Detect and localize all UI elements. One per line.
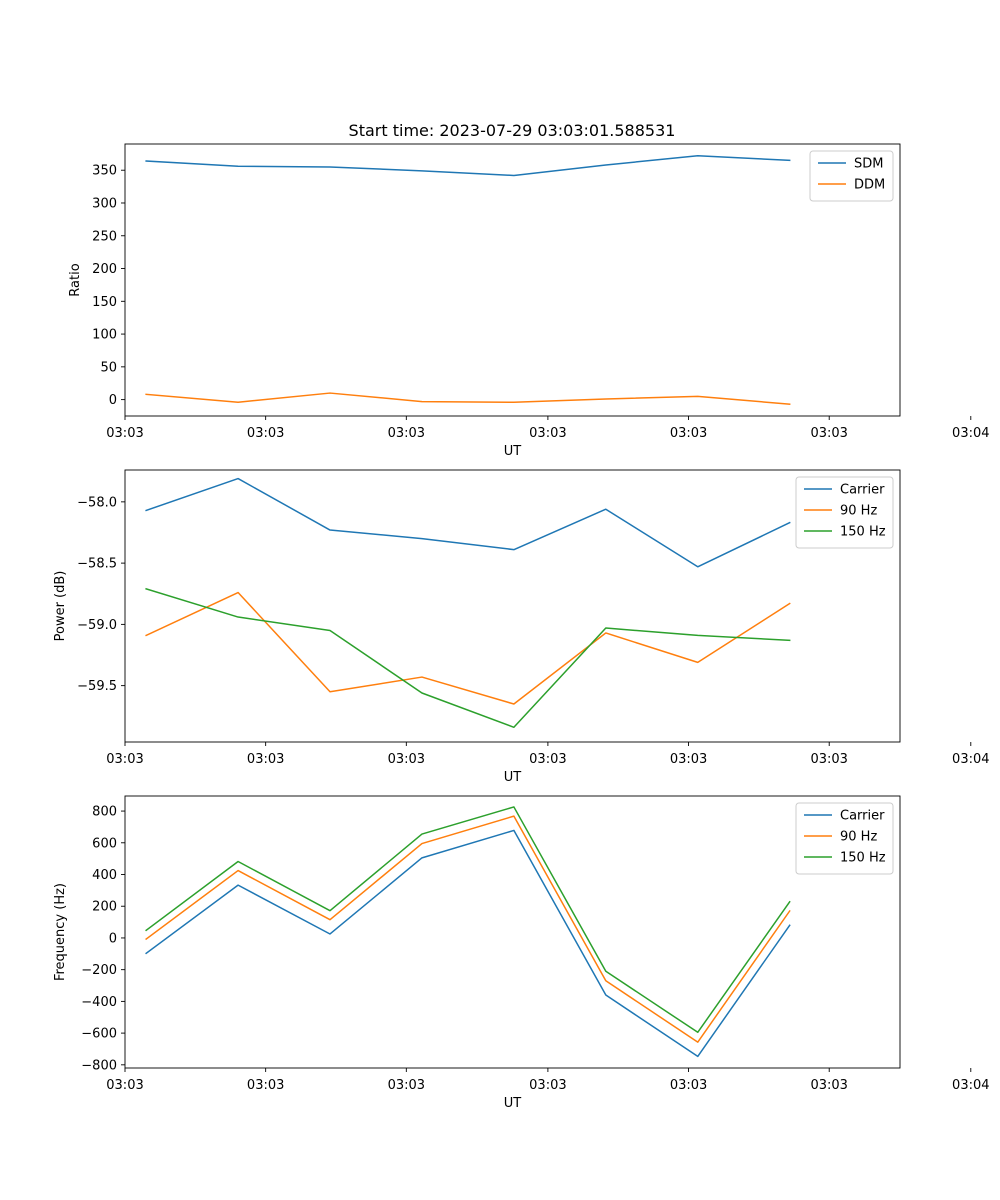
power-y-tick-label: −58.5	[77, 557, 117, 572]
frequency-series-90-hz-line	[145, 815, 791, 1043]
frequency-y-tick-label: 0	[109, 931, 117, 946]
ratio-axes-frame	[124, 143, 901, 417]
frequency-x-tick-label: 03:03	[106, 1078, 143, 1093]
power-series-150-hz-line	[145, 587, 791, 729]
power-x-tick-label: 03:03	[388, 752, 425, 767]
ratio-y-tick-label: 350	[92, 164, 117, 179]
power-axes-frame	[124, 469, 901, 743]
frequency-panel: 03:03 03:03 03:03 03:03 03:03 03:03 03:04 −800 −…	[53, 795, 990, 1111]
power-x-tick-label: 03:03	[670, 752, 707, 767]
frequency-series-150-hz-line	[145, 806, 791, 1034]
frequency-y-tick-label: 800	[92, 805, 117, 820]
power-y-tick-label: −59.0	[77, 618, 117, 633]
power-y-tick-label: −59.5	[77, 679, 117, 694]
frequency-x-tick-label: 03:03	[670, 1078, 707, 1093]
ratio-legend-label-sdm: SDM	[854, 157, 883, 172]
frequency-y-axis-label: Frequency (Hz)	[53, 883, 68, 981]
frequency-y-tick-label: 200	[92, 900, 117, 915]
ratio-x-tick-label: 03:03	[388, 426, 425, 441]
frequency-x-tick-label: 03:03	[529, 1078, 566, 1093]
ratio-x-tick-label: 03:03	[106, 426, 143, 441]
frequency-x-tick-label: 03:04	[952, 1078, 989, 1093]
frequency-y-tick-label: −400	[81, 995, 117, 1010]
power-x-tick-label: 03:03	[810, 752, 847, 767]
frequency-y-tick-label: 400	[92, 868, 117, 883]
figure-title: Start time: 2023-07-29 03:03:01.588531	[349, 121, 676, 140]
ratio-legend-label-ddm: DDM	[854, 178, 885, 193]
ratio-y-tick-label: 50	[100, 360, 117, 375]
ratio-y-tick-label: 100	[92, 328, 117, 343]
frequency-legend-label-150-hz: 150 Hz	[840, 851, 886, 866]
power-series-carrier-line	[145, 477, 791, 568]
power-series-90-hz-line	[145, 591, 791, 705]
ratio-y-tick-label: 300	[92, 196, 117, 211]
frequency-series-carrier-line	[145, 829, 791, 1058]
ratio-series-sdm-line	[145, 155, 791, 177]
ratio-series-ddm-line	[145, 392, 791, 406]
ratio-legend: SDM DDM	[809, 150, 894, 202]
ratio-x-tick-label: 03:03	[810, 426, 847, 441]
frequency-x-tick-label: 03:03	[388, 1078, 425, 1093]
frequency-y-tick-label: −800	[81, 1058, 117, 1073]
power-x-tick-label: 03:03	[529, 752, 566, 767]
ratio-x-tick-label: 03:04	[952, 426, 989, 441]
frequency-y-tick-label: 600	[92, 836, 117, 851]
power-x-tick-label: 03:03	[106, 752, 143, 767]
power-x-tick-label: 03:04	[952, 752, 989, 767]
power-y-axis-label: Power (dB)	[53, 571, 68, 642]
ratio-panel: 03:03 03:03 03:03 03:03 03:03 03:03 03:04 0 50 10…	[68, 143, 990, 459]
frequency-legend-label-carrier: Carrier	[840, 809, 885, 824]
power-x-tick-label: 03:03	[247, 752, 284, 767]
frequency-x-tick-label: 03:03	[810, 1078, 847, 1093]
ratio-x-tick-label: 03:03	[529, 426, 566, 441]
ratio-y-tick-label: 150	[92, 295, 117, 310]
ratio-y-tick-label: 200	[92, 262, 117, 277]
frequency-legend-label-90-hz: 90 Hz	[840, 830, 877, 845]
power-legend-label-carrier: Carrier	[840, 483, 885, 498]
frequency-y-tick-label: −600	[81, 1027, 117, 1042]
power-legend-label-150-hz: 150 Hz	[840, 525, 886, 540]
frequency-axes-frame	[124, 795, 901, 1069]
power-legend: Carrier 90 Hz 150 Hz	[795, 476, 894, 549]
ratio-y-tick-label: 0	[109, 393, 117, 408]
power-legend-label-90-hz: 90 Hz	[840, 504, 877, 519]
frequency-x-axis-label: UT	[504, 1096, 522, 1111]
power-panel: 03:03 03:03 03:03 03:03 03:03 03:03 03:04 −59.5…	[53, 469, 990, 785]
ratio-x-tick-label: 03:03	[670, 426, 707, 441]
ratio-x-axis-label: UT	[504, 444, 522, 459]
ratio-y-axis-label: Ratio	[68, 263, 83, 296]
frequency-x-tick-label: 03:03	[247, 1078, 284, 1093]
ratio-y-tick-label: 250	[92, 229, 117, 244]
power-x-axis-label: UT	[504, 770, 522, 785]
power-y-tick-label: −58.0	[77, 495, 117, 510]
frequency-y-tick-label: −200	[81, 963, 117, 978]
ratio-x-tick-label: 03:03	[247, 426, 284, 441]
frequency-legend: Carrier 90 Hz 150 Hz	[795, 802, 894, 875]
